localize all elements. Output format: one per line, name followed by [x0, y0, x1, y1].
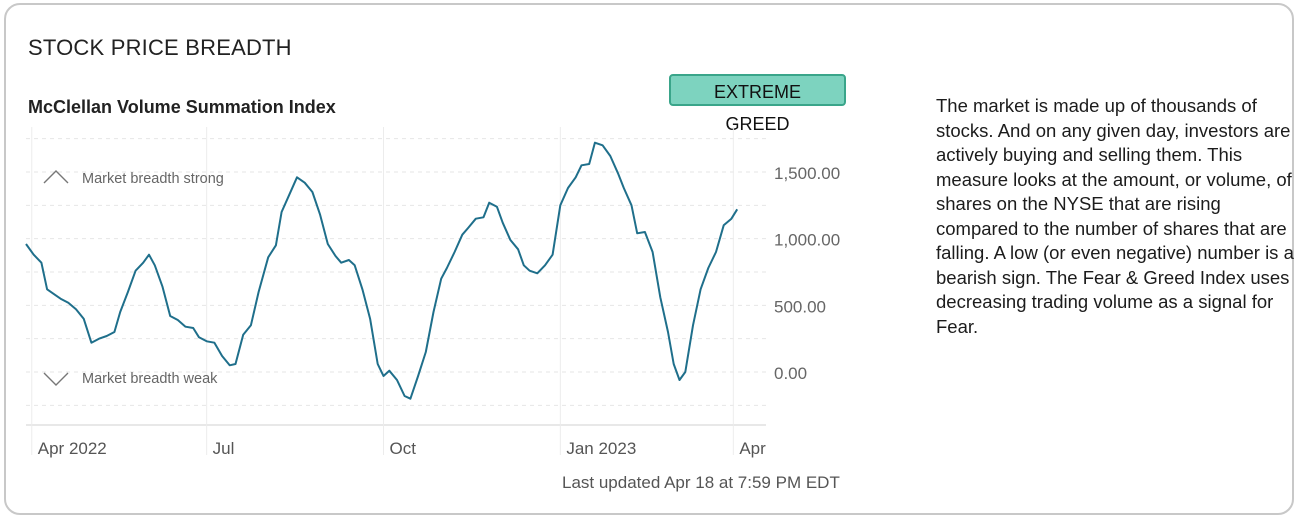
x-axis-ticks: Apr 2022 Jul Oct Jan 2023 Apr [38, 439, 766, 458]
last-updated: Last updated Apr 18 at 7:59 PM EDT [562, 473, 840, 492]
y-tick-label: 500.00 [774, 297, 826, 316]
annotation-strong: Market breadth strong [82, 171, 224, 187]
rating-badge: EXTREME GREED [669, 74, 846, 134]
section-title: STOCK PRICE BREADTH [28, 35, 292, 60]
chevron-up-icon [43, 170, 69, 184]
breadth-annotations: Market breadth strong Market breadth wea… [43, 170, 224, 387]
stock-price-breadth-card: STOCK PRICE BREADTH McClellan Volume Sum… [4, 3, 1294, 515]
indicator-description: The market is made up of thousands of st… [936, 95, 1294, 337]
x-tick-label: Apr [739, 439, 766, 458]
breadth-line-chart: 0.00 500.00 1,000.00 1,500.00 Apr 2022 Jul Oc… [25, 127, 840, 458]
grid-lines [26, 138, 766, 426]
annotation-weak: Market breadth weak [82, 371, 218, 387]
chevron-down-icon [43, 372, 69, 386]
x-gridlines [31, 127, 734, 455]
x-tick-label: Apr 2022 [38, 439, 107, 458]
chart-title: McClellan Volume Summation Index [28, 97, 336, 117]
x-tick-label: Jan 2023 [566, 439, 636, 458]
x-tick-label: Jul [213, 439, 235, 458]
y-tick-label: 0.00 [774, 364, 807, 383]
y-tick-label: 1,500.00 [774, 164, 840, 183]
series-line [25, 141, 739, 400]
y-tick-label: 1,000.00 [774, 231, 840, 250]
y-axis-ticks: 0.00 500.00 1,000.00 1,500.00 [774, 164, 840, 383]
x-tick-label: Oct [390, 439, 417, 458]
